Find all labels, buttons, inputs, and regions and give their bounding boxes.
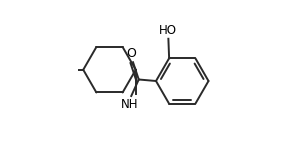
Text: O: O (127, 47, 136, 60)
Text: HO: HO (159, 24, 177, 37)
Text: NH: NH (121, 98, 139, 111)
